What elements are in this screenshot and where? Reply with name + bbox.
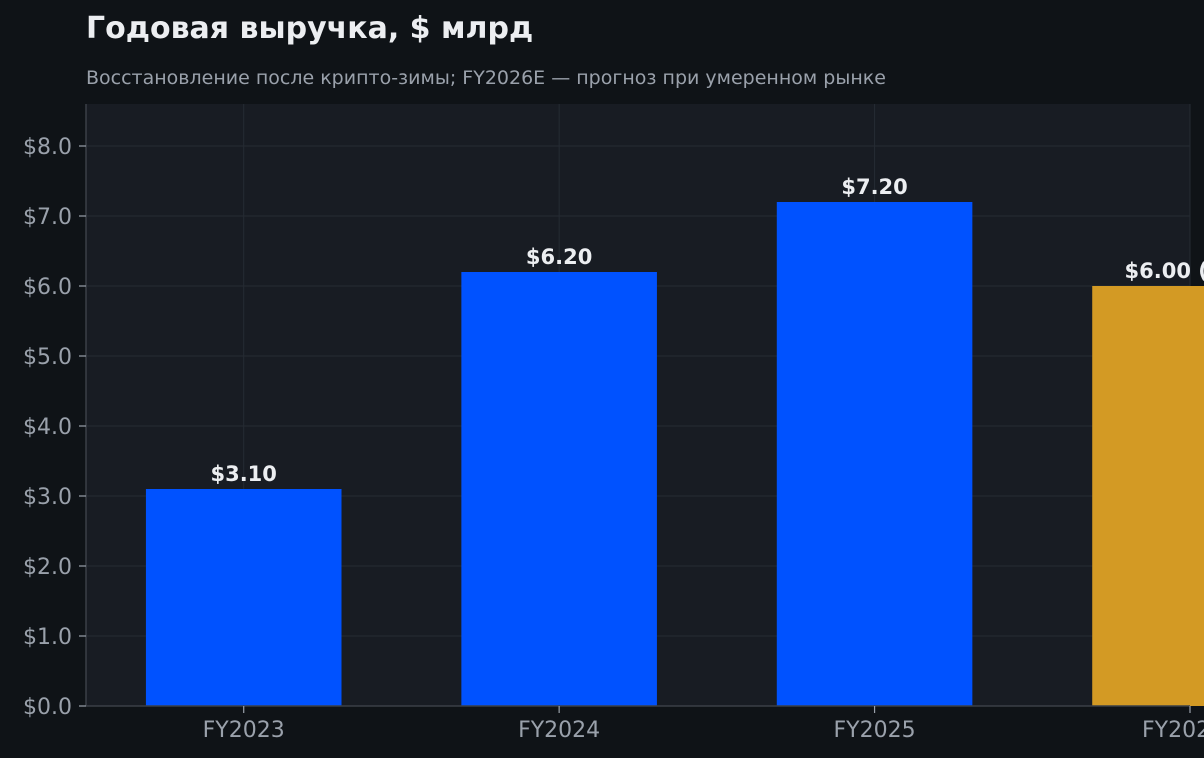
bar-value-label: $7.20 xyxy=(841,175,907,199)
y-tick-label: $0.0 xyxy=(23,695,72,720)
y-tick-label: $4.0 xyxy=(23,415,72,440)
y-axis-ticks: $0.0 $1.0 $2.0 $3.0 $4.0 $5.0 $6.0 $7.0 $8.0 xyxy=(23,135,86,720)
axes xyxy=(85,104,1190,707)
bar-value-labels: $3.10 $6.20 $7.20 $6.00 (оц.) xyxy=(210,175,1204,486)
x-axis-ticks: FY2023 FY2024 FY2025 FY2026E xyxy=(203,706,1204,743)
bar-value-label: $6.20 xyxy=(526,245,592,269)
bar-value-label: $3.10 xyxy=(210,462,276,486)
bar-fy2023 xyxy=(145,489,342,706)
x-tick-label: FY2024 xyxy=(518,718,600,743)
y-tick-label: $6.0 xyxy=(23,275,72,300)
bar-fy2025 xyxy=(776,202,973,706)
bar-fy2026e xyxy=(1092,286,1204,706)
y-tick-label: $7.0 xyxy=(23,205,72,230)
y-tick-label: $1.0 xyxy=(23,625,72,650)
bars xyxy=(145,202,1204,706)
x-tick-label: FY2023 xyxy=(203,718,285,743)
chart-title: Годовая выручка, $ млрд xyxy=(86,11,533,46)
x-tick-label: FY2025 xyxy=(834,718,916,743)
bar-fy2024 xyxy=(461,272,657,706)
y-tick-label: $3.0 xyxy=(23,485,72,510)
x-tick-label: FY2026E xyxy=(1142,718,1204,743)
bar-value-label: $6.00 (оц.) xyxy=(1125,259,1204,283)
y-tick-label: $5.0 xyxy=(23,345,72,370)
y-tick-label: $8.0 xyxy=(23,135,72,160)
chart-subtitle: Восстановление после крипто-зимы; FY2026… xyxy=(86,67,886,89)
y-tick-label: $2.0 xyxy=(23,555,72,580)
